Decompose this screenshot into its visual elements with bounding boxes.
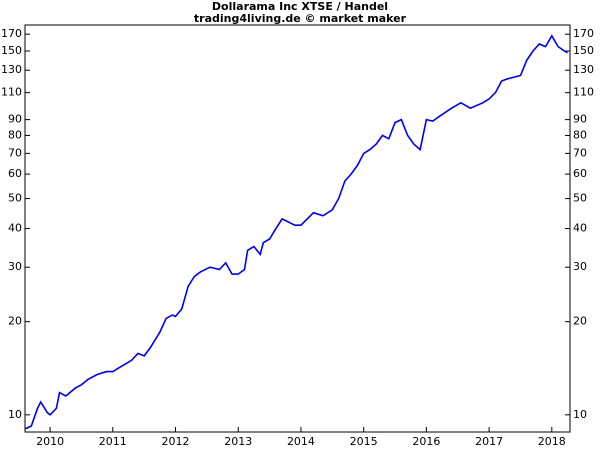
chart-subtitle: trading4living.de © market maker (194, 12, 407, 25)
y2-tick-label: 80 (573, 128, 587, 141)
y2-tick-label: 40 (573, 222, 587, 235)
x-tick-label: 2013 (224, 435, 252, 448)
price-line (24, 34, 568, 430)
y2-tick-label: 20 (573, 315, 587, 328)
y-tick-label: 30 (8, 260, 22, 273)
y-tick-label: 170 (1, 27, 22, 40)
x-tick-label: 2018 (538, 435, 566, 448)
y2-tick-label: 90 (573, 113, 587, 126)
y2-tick-label: 30 (573, 260, 587, 273)
y-tick-label: 90 (8, 113, 22, 126)
y-tick-label: 10 (8, 408, 22, 421)
y2-tick-label: 150 (573, 44, 594, 57)
y-tick-label: 70 (8, 146, 22, 159)
x-tick-label: 2014 (287, 435, 315, 448)
x-tick-label: 2017 (475, 435, 503, 448)
y2-tick-label: 70 (573, 146, 587, 159)
y2-tick-label: 60 (573, 167, 587, 180)
y-tick-label: 40 (8, 222, 22, 235)
y2-tick-label: 170 (573, 27, 594, 40)
y-tick-label: 60 (8, 167, 22, 180)
y-tick-label: 50 (8, 192, 22, 205)
x-tick-label: 2015 (350, 435, 378, 448)
y-tick-label: 150 (1, 44, 22, 57)
y-tick-label: 20 (8, 315, 22, 328)
y-tick-label: 130 (1, 63, 22, 76)
y2-tick-label: 10 (573, 408, 587, 421)
y2-tick-label: 110 (573, 86, 594, 99)
y2-tick-label: 130 (573, 63, 594, 76)
chart-title: Dollarama Inc XTSE / Handel (212, 0, 388, 13)
x-tick-label: 2011 (99, 435, 127, 448)
y2-tick-label: 50 (573, 192, 587, 205)
x-tick-label: 2016 (412, 435, 440, 448)
x-tick-label: 2012 (162, 435, 190, 448)
x-tick-label: 2010 (36, 435, 64, 448)
y-tick-label: 80 (8, 128, 22, 141)
y-tick-label: 110 (1, 86, 22, 99)
